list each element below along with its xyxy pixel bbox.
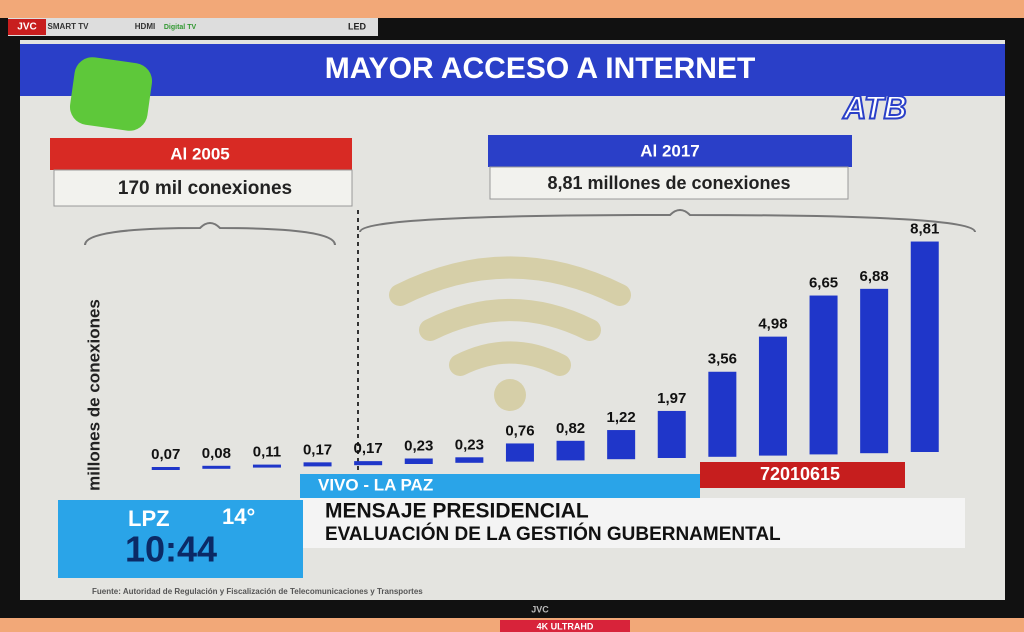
live-bar — [300, 474, 700, 498]
value-label: 0,17 — [303, 441, 332, 458]
bar — [657, 410, 686, 458]
brand-badge — [8, 19, 46, 35]
value-label: 3,56 — [708, 351, 737, 368]
sticker-text: 4K ULTRAHD — [537, 621, 594, 631]
value-label: 6,88 — [860, 268, 889, 285]
value-label: 0,07 — [151, 446, 180, 463]
right-heading: Al 2017 — [640, 141, 700, 160]
city: LPZ — [128, 506, 170, 531]
clock-box — [58, 500, 303, 578]
left-heading: Al 2005 — [170, 144, 230, 163]
value-label: 4,98 — [758, 316, 787, 333]
note-box — [53, 169, 353, 207]
y-axis-label: millones de conexiones — [84, 299, 103, 491]
tv-badge: LED — [348, 21, 367, 31]
right-note: 8,81 millones de conexiones — [547, 173, 790, 193]
value-label: 0,82 — [556, 420, 585, 437]
heading-box — [488, 135, 852, 167]
bar — [505, 443, 534, 462]
bar — [809, 295, 838, 455]
bar — [556, 440, 585, 461]
headline: MENSAJE PRESIDENCIAL — [325, 500, 589, 523]
value-label: 0,17 — [354, 440, 383, 457]
bar — [860, 288, 889, 454]
badge-strip — [8, 18, 378, 36]
value-label: 0,11 — [253, 444, 281, 461]
value-label: 1,97 — [657, 390, 686, 407]
bar — [252, 464, 281, 468]
sticker — [500, 620, 630, 632]
brace — [84, 222, 336, 246]
wifi-watermark — [389, 256, 631, 376]
bar — [910, 241, 939, 452]
tv-badge: Digital TV — [164, 24, 197, 31]
value-label: 6,65 — [809, 275, 838, 292]
tv-badge: HDMI — [135, 22, 155, 31]
bar — [758, 336, 787, 456]
wifi-dot — [494, 379, 526, 411]
left-note: 170 mil conexiones — [118, 178, 292, 199]
subheadline: EVALUACIÓN DE LA GESTIÓN GUBERNAMENTAL — [325, 523, 781, 545]
tv-bottom-brand: JVC — [531, 604, 549, 614]
channel-logo: ATB — [842, 89, 906, 125]
bar — [455, 457, 484, 463]
headline-bar — [300, 498, 965, 548]
bar — [607, 430, 636, 460]
live-label: VIVO - LA PAZ — [318, 475, 433, 494]
bar — [303, 462, 332, 467]
tv-brand: JVC — [17, 22, 36, 33]
value-label: 1,22 — [607, 409, 636, 426]
title-bar — [20, 44, 1005, 96]
brace — [359, 209, 976, 233]
phone-bar — [700, 462, 905, 488]
value-label: 0,23 — [404, 437, 433, 454]
temperature: 14° — [222, 504, 255, 529]
bar — [151, 467, 180, 470]
heading-box — [50, 138, 352, 170]
bar — [404, 458, 433, 464]
note-box — [489, 166, 849, 200]
value-label: 8,81 — [910, 221, 939, 238]
value-label: 0,23 — [455, 436, 484, 453]
phone: 72010615 — [760, 464, 840, 484]
bar — [354, 461, 383, 466]
source: Fuente: Autoridad de Regulación y Fiscal… — [92, 587, 423, 596]
value-label: 0,76 — [505, 422, 534, 439]
value-label: 0,08 — [202, 445, 231, 462]
chart-title: MAYOR ACCESO A INTERNET — [325, 52, 756, 85]
bar — [708, 371, 737, 457]
logo — [69, 57, 153, 131]
tv-badge: SMART TV — [48, 22, 90, 31]
bar — [202, 465, 231, 469]
clock: 10:44 — [125, 529, 217, 570]
